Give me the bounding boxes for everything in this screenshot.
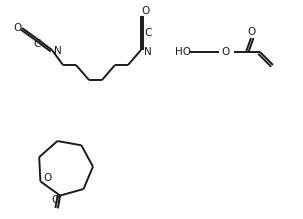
Text: O: O [43,173,52,183]
Text: C: C [144,28,152,38]
Text: O: O [52,195,60,205]
Text: O: O [13,23,21,33]
Text: N: N [54,46,62,56]
Text: N: N [144,47,152,57]
Text: C: C [33,39,41,49]
Text: HO: HO [175,47,191,57]
Text: O: O [142,6,150,16]
Text: O: O [222,47,230,57]
Text: O: O [248,27,256,37]
